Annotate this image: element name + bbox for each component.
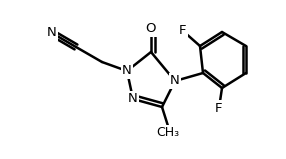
Text: CH₃: CH₃ [156,126,180,139]
Text: O: O [146,23,156,35]
Text: F: F [215,101,223,114]
Text: F: F [179,24,187,38]
Text: N: N [47,27,57,39]
Text: N: N [122,65,132,77]
Text: N: N [128,93,138,106]
Text: N: N [170,75,180,87]
